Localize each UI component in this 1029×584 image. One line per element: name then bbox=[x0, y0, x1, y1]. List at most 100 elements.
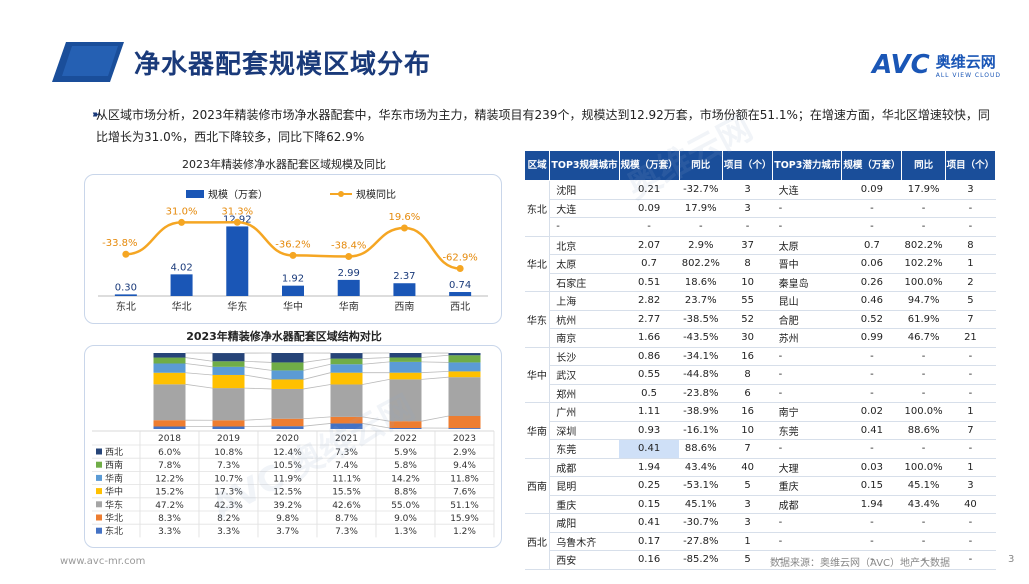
table-cell: 802.2% bbox=[679, 254, 723, 274]
table-cell: 南京 bbox=[549, 328, 620, 348]
bar-label: 2.99 bbox=[338, 268, 360, 279]
legend-label: 西南 bbox=[105, 459, 123, 471]
avc-logo: AVC 奥维云网 ALL VIEW CLOUD bbox=[872, 50, 1001, 80]
connector-line bbox=[303, 363, 331, 371]
table-cell: - bbox=[945, 532, 996, 551]
chart2-svg: 2018 2019 2020 2021 2022 2023 西北 6.0% 10.8% 12.4%… bbox=[92, 352, 495, 538]
table-cell: 7.8% bbox=[158, 461, 181, 471]
table-cell: -32.7% bbox=[679, 180, 723, 200]
table-cell: 10.7% bbox=[214, 474, 243, 484]
chart1-legend-bar: 规模（万套） bbox=[186, 186, 268, 201]
table-cell: 12.4% bbox=[273, 448, 302, 458]
table-cell: 8.3% bbox=[158, 514, 181, 524]
x-tick-label: 华北 bbox=[172, 300, 192, 313]
stack-segment bbox=[330, 416, 363, 424]
table-cell: - bbox=[841, 550, 902, 570]
chart1-legend-line: 规模同比 bbox=[330, 186, 396, 201]
table-cell: 88.6% bbox=[679, 439, 723, 459]
table-cell: 802.2% bbox=[901, 236, 946, 255]
table-cell: - bbox=[772, 217, 842, 237]
bar bbox=[449, 292, 472, 296]
bar bbox=[114, 294, 137, 296]
stack-segment bbox=[153, 426, 186, 429]
table-cell: 0.03 bbox=[841, 458, 902, 477]
table-cell: 94.7% bbox=[901, 291, 946, 311]
table-cell: -16.1% bbox=[679, 421, 723, 440]
table-cell: 45.1% bbox=[679, 495, 723, 514]
table-cell: 9.0% bbox=[394, 514, 417, 524]
table-cell: - bbox=[841, 217, 902, 237]
x-tick-label: 华东 bbox=[227, 300, 247, 313]
stack-segment bbox=[153, 420, 186, 427]
table-cell: 15.5% bbox=[332, 488, 361, 498]
table-cell: 37 bbox=[722, 236, 773, 255]
logo-en: ALL VIEW CLOUD bbox=[935, 72, 1001, 79]
table-cell: 8 bbox=[722, 254, 773, 274]
bar-label: 2.37 bbox=[393, 271, 415, 282]
stack-segment bbox=[212, 420, 245, 427]
table-cell: 咸阳 bbox=[549, 513, 620, 533]
table-cell: 23.7% bbox=[679, 291, 723, 311]
legend-label: 华北 bbox=[105, 512, 123, 524]
legend-swatch bbox=[96, 488, 102, 495]
region-cell: 华中 bbox=[524, 347, 551, 403]
stack-segment bbox=[212, 361, 245, 367]
table-cell: 0.16 bbox=[619, 550, 680, 570]
table-cell: 3 bbox=[722, 495, 773, 514]
table-cell: 合肥 bbox=[772, 310, 842, 329]
table-header-cell: 区域 bbox=[523, 150, 551, 181]
x-tick-label: 西北 bbox=[450, 301, 470, 313]
table-cell: 11.9% bbox=[273, 474, 302, 484]
connector-line bbox=[185, 372, 213, 376]
table-cell: 7 bbox=[945, 421, 996, 440]
table-cell: 3.3% bbox=[158, 527, 181, 537]
table-cell: 0.41 bbox=[841, 421, 902, 440]
table-cell: 7.4% bbox=[335, 461, 358, 471]
summary-text: 从区域市场分析，2023年精装修市场净水器配套中，华东市场为主力，精装项目有23… bbox=[96, 108, 990, 144]
connector-line bbox=[244, 360, 272, 363]
table-cell: 39.2% bbox=[273, 501, 302, 511]
connector-line bbox=[362, 378, 390, 385]
connector-line bbox=[421, 361, 449, 363]
table-cell: 102.2% bbox=[901, 254, 946, 274]
chart1-svg: 0.30东北4.02华北12.92华东1.92华中2.99华南2.37西南0.7… bbox=[98, 206, 488, 313]
stack-segment bbox=[389, 372, 422, 380]
connector-line bbox=[185, 383, 213, 389]
table-cell: 16 bbox=[722, 347, 773, 366]
table-cell: 大连 bbox=[772, 180, 842, 200]
connector-line bbox=[303, 423, 331, 427]
table-cell: 0.02 bbox=[841, 402, 902, 422]
table-row: 武汉 0.55 -44.8% 8- - - - bbox=[525, 365, 996, 385]
table-row: 西南 成都 1.94 43.4% 40 大理 0.03 100.0% 1 bbox=[524, 458, 996, 514]
stack-segment bbox=[271, 362, 304, 371]
table-cell: 2.9% bbox=[453, 448, 476, 458]
table-cell: 成都 bbox=[549, 458, 620, 477]
table-cell: 8 bbox=[945, 236, 996, 255]
table-cell: 晋中 bbox=[772, 254, 842, 274]
table-cell: 8.8% bbox=[394, 488, 417, 498]
footer-url[interactable]: www.avc-mr.com bbox=[60, 556, 146, 567]
table-cell: 广州 bbox=[549, 402, 620, 422]
growth-point bbox=[456, 265, 464, 273]
table-cell: 2.77 bbox=[619, 310, 680, 329]
stack-segment bbox=[330, 423, 363, 429]
table-cell: 重庆 bbox=[549, 495, 620, 514]
growth-point bbox=[345, 252, 353, 260]
bar-label: 0.30 bbox=[115, 282, 137, 293]
table-cell: -27.8% bbox=[679, 532, 723, 551]
stack-segment bbox=[448, 428, 481, 429]
table-cell: - bbox=[901, 199, 946, 218]
stack-segment bbox=[212, 388, 245, 421]
legend-swatch bbox=[96, 461, 102, 468]
table-cell: - bbox=[901, 513, 946, 533]
table-cell: 0.15 bbox=[841, 476, 902, 496]
table-cell: - bbox=[901, 532, 946, 551]
stack-segment bbox=[271, 426, 304, 429]
table-cell: 6.0% bbox=[158, 448, 181, 458]
table-cell: 0.26 bbox=[841, 273, 902, 292]
connector-line bbox=[362, 361, 390, 365]
table-cell: 1 bbox=[945, 458, 996, 477]
chart2-title: 2023年精装修净水器配套区域结构对比 bbox=[186, 330, 382, 343]
table-cell: 10.8% bbox=[214, 448, 243, 458]
table-cell: - bbox=[945, 347, 996, 366]
